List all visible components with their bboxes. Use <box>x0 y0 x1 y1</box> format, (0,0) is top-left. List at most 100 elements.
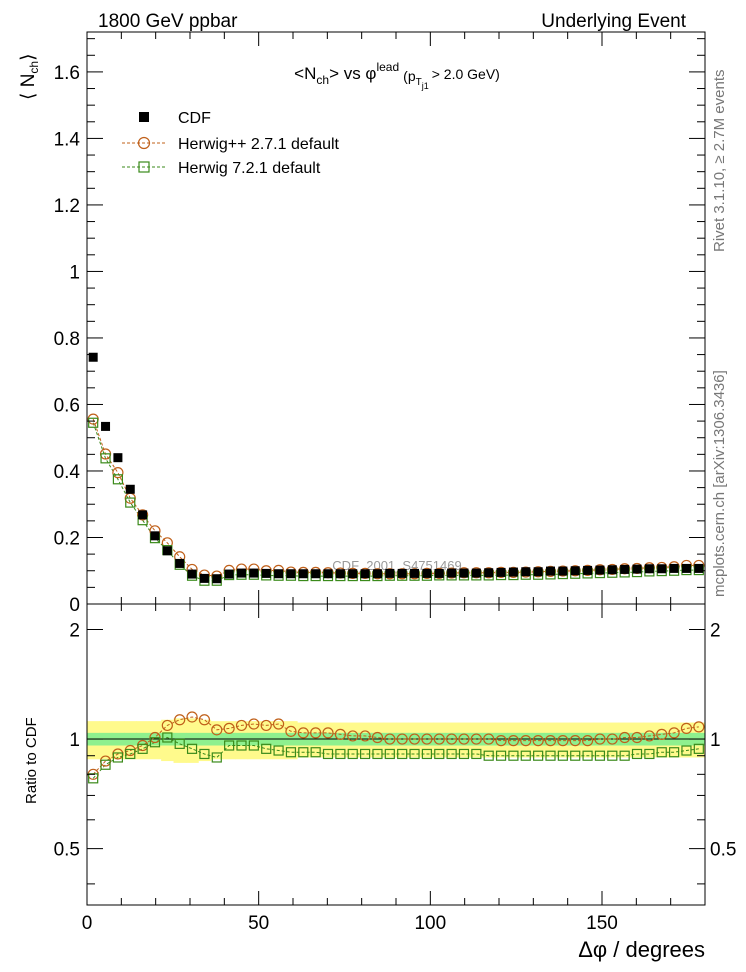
ratio-herwig7-point <box>347 748 358 760</box>
ratio-herwigpp-point <box>285 725 297 737</box>
ratio-herwig7-point <box>162 732 173 743</box>
cdf-point <box>434 568 444 578</box>
ratio-herwig7-point <box>557 750 568 761</box>
top-panel-series <box>87 352 705 586</box>
ratio-herwigpp-point <box>520 735 532 747</box>
cdf-point <box>521 567 531 577</box>
ratio-herwig7-point <box>607 750 618 761</box>
ratio-herwig7-point <box>446 748 457 760</box>
ratio-herwig7-point <box>372 748 383 760</box>
ratio-herwigpp-point <box>384 733 396 745</box>
herwigpp-point <box>112 467 124 479</box>
ratio-herwig7-point <box>112 752 124 763</box>
cdf-point <box>101 421 111 431</box>
cdf-point <box>249 568 259 578</box>
y-tick-label: 0.6 <box>54 395 80 416</box>
ratio-herwig7-point <box>384 748 395 760</box>
ratio-herwigpp-point <box>371 731 384 744</box>
y-tick-label: 0.4 <box>54 462 81 483</box>
cdf-point <box>508 567 518 577</box>
ratio-herwigpp-point <box>260 719 272 732</box>
ratio-series <box>87 711 705 784</box>
herwig7-point <box>88 417 99 428</box>
ratio-herwigpp-point <box>643 730 655 742</box>
cdf-point <box>335 569 345 579</box>
ratio-herwig7-point <box>421 748 432 760</box>
herwig7-point <box>125 497 136 508</box>
y-tick-label: 1 <box>69 262 80 283</box>
cdf-point <box>459 568 469 578</box>
cdf-point <box>620 564 630 574</box>
ratio-herwigpp-point <box>310 727 322 739</box>
herwigpp-point <box>87 413 99 425</box>
cdf-point <box>261 568 271 578</box>
ratio-herwig7-point <box>360 748 371 760</box>
ratio-herwig7-point <box>285 747 297 758</box>
ratio-herwigpp-point <box>594 733 606 745</box>
x-tick-label: 0 <box>82 913 93 934</box>
cdf-point <box>533 567 543 577</box>
legend-marker <box>137 136 151 150</box>
ratio-herwig7-point <box>644 748 655 760</box>
ratio-herwig7-point <box>545 750 556 761</box>
cdf-point <box>657 564 667 574</box>
ratio-herwig7-point <box>533 750 544 761</box>
ratio-herwig7-point <box>668 747 680 758</box>
ratio-y-tick-label-right: 0.5 <box>710 840 736 861</box>
y-tick-label: 0.8 <box>54 329 80 350</box>
ratio-herwig7-point <box>335 748 346 760</box>
ratio-herwig7-point <box>520 750 531 761</box>
cdf-point <box>558 566 568 576</box>
cdf-point <box>496 567 506 577</box>
ratio-herwigpp-point <box>458 733 470 745</box>
cdf-point <box>162 546 172 556</box>
cdf-point <box>385 568 395 578</box>
side-text-top: Rivet 3.1.10, ≥ 2.7M events <box>711 70 728 253</box>
legend: CDF Herwig++ 2.7.1 default Herwig 7.2.1 de… <box>122 110 340 177</box>
ratio-herwigpp-point <box>297 727 309 739</box>
ratio-herwig7-line <box>92 736 699 779</box>
ratio-herwig7-point <box>594 750 606 761</box>
ratio-herwig7-point <box>149 737 161 748</box>
ratio-herwig7-point <box>174 738 185 749</box>
cdf-point <box>348 569 358 579</box>
ratio-axes: 0.5 0.5 1 1 2 2 0 50 100 150 <box>54 603 736 934</box>
ratio-herwigpp-line <box>92 716 699 775</box>
cdf-point <box>311 569 321 579</box>
cdf-point <box>274 569 284 579</box>
x-axis-label: Δφ / degrees <box>578 937 705 962</box>
cdf-point <box>694 563 704 573</box>
cdf-point <box>125 484 135 494</box>
cdf-point <box>669 563 679 573</box>
ratio-herwigpp-point <box>223 722 235 734</box>
ratio-herwig7-point <box>471 748 482 760</box>
ratio-herwigpp-point <box>211 724 223 736</box>
x-tick-label: 100 <box>414 913 446 934</box>
top-y-axis-label: ⟨ Nch⟩ <box>18 53 41 100</box>
ratio-herwigpp-point <box>532 735 544 747</box>
ratio-y-tick-label: 2 <box>69 620 80 641</box>
legend-marker <box>139 112 149 122</box>
ratio-herwig7-point <box>693 743 704 754</box>
ratio-herwigpp-point <box>656 728 668 740</box>
ratio-herwig7-point <box>137 743 148 754</box>
legend-label: Herwig 7.2.1 default <box>178 160 321 177</box>
cdf-point <box>323 569 333 579</box>
ratio-herwig7-point <box>458 748 470 760</box>
ratio-herwigpp-point <box>470 733 482 745</box>
legend-label: CDF <box>178 110 211 127</box>
herwig7-point <box>112 474 124 485</box>
x-tick-label: 150 <box>586 913 618 934</box>
ratio-herwig7-point <box>248 740 259 751</box>
cdf-point <box>199 573 209 583</box>
ratio-herwigpp-point <box>174 714 186 726</box>
y-tick-label: 0 <box>69 595 80 616</box>
ratio-herwig7-point <box>681 745 692 756</box>
cdf-point <box>138 510 148 520</box>
ratio-herwigpp-point <box>631 731 643 744</box>
header-left: 1800 GeV ppbar <box>98 11 238 32</box>
ratio-herwig7-point <box>211 752 222 763</box>
cdf-point <box>224 569 234 579</box>
cdf-point <box>644 564 654 574</box>
